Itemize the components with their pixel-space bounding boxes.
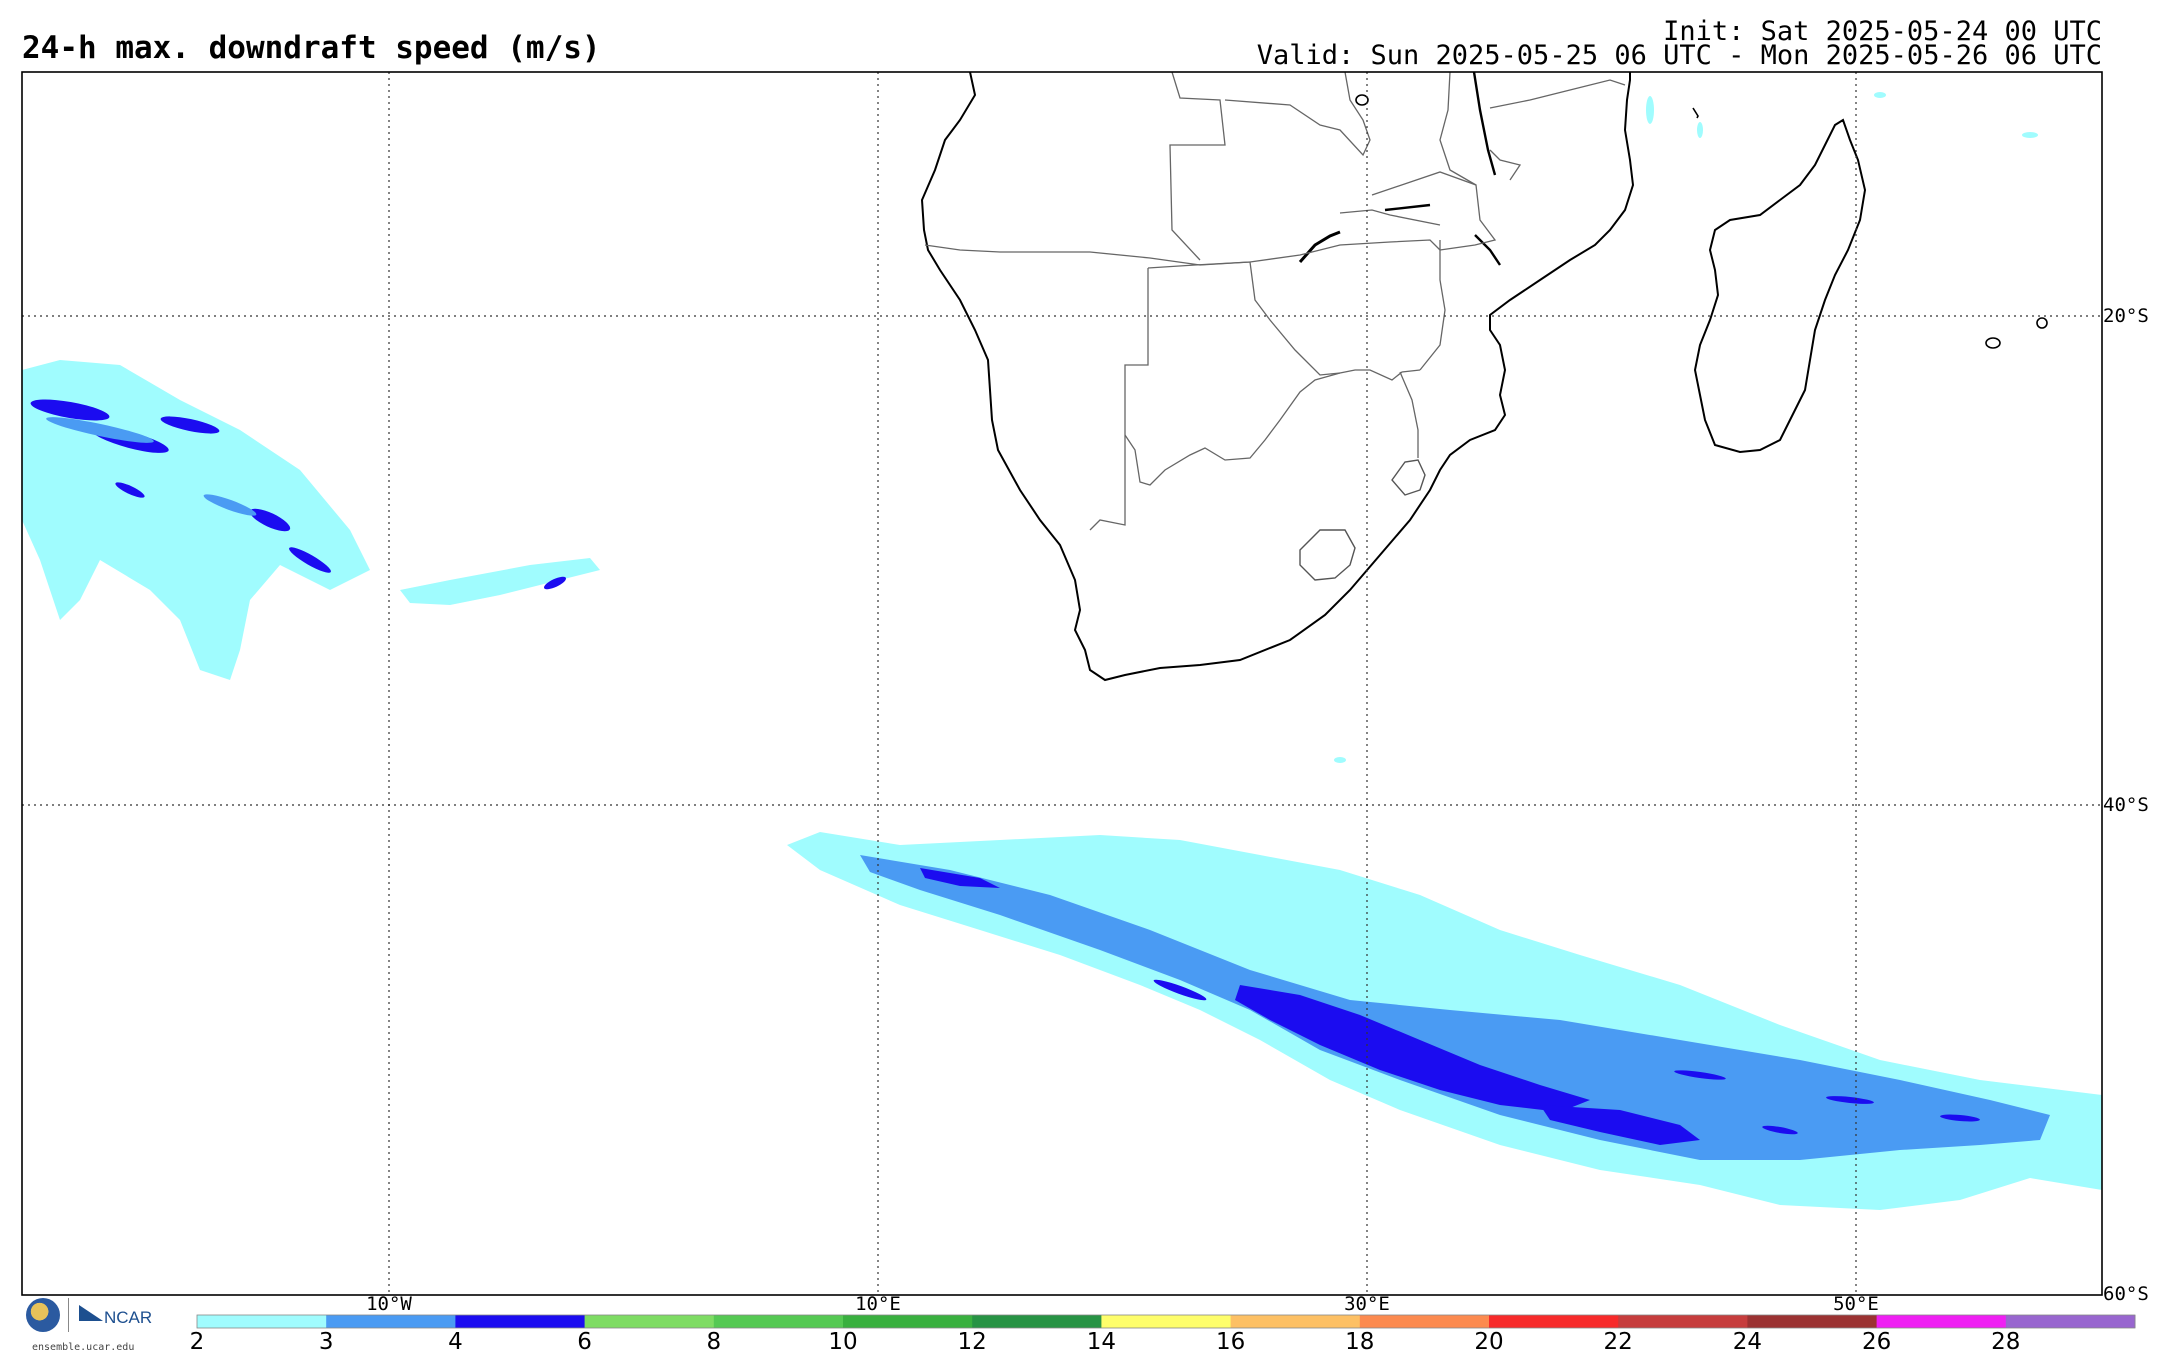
colorbar-swatch <box>1876 1315 2007 1328</box>
lon-label-10e: 10°E <box>855 1293 901 1315</box>
colorbar-swatch <box>1101 1315 1232 1328</box>
colorbar-tick-label: 18 <box>1345 1329 1374 1354</box>
site-url: ensemble.ucar.edu <box>32 1342 135 1353</box>
colorbar-tick-label: 4 <box>448 1329 463 1354</box>
nsf-logo <box>26 1298 60 1332</box>
colorbar-tick-label: 12 <box>958 1329 987 1354</box>
valid-time: Valid: Sun 2025-05-25 06 UTC - Mon 2025-… <box>1256 40 2102 71</box>
gridlines <box>22 72 2102 1295</box>
colorbar-tick-label: 22 <box>1604 1329 1633 1354</box>
colorbar-tick-label: 16 <box>1216 1329 1245 1354</box>
init-time: Init: Sat 2025-05-24 00 UTC <box>1663 16 2102 47</box>
colorbar-tick-label: 20 <box>1474 1329 1503 1354</box>
swath-band-medium <box>860 855 2050 1160</box>
colorbar-swatch <box>843 1315 973 1328</box>
country-borders <box>924 72 1626 531</box>
colorbar-swatch <box>197 1315 327 1328</box>
ncar-logo-mark <box>79 1305 103 1321</box>
map-title: 24-h max. downdraft speed (m/s) <box>22 30 601 66</box>
colorbar-swatch <box>455 1315 586 1328</box>
swath-band-core <box>1235 985 1590 1112</box>
colorbar-swatch <box>1489 1315 1619 1328</box>
lon-label-10w: 10°W <box>366 1293 412 1315</box>
colorbar-swatch <box>1230 1315 1361 1328</box>
ncar-logo-text: NCAR <box>104 1308 153 1327</box>
colorbar-swatch <box>972 1315 1102 1328</box>
colorbar-swatch <box>584 1315 715 1328</box>
colorbar-swatch <box>2005 1315 2136 1328</box>
colorbar-tick-label: 26 <box>1862 1329 1891 1354</box>
map-frame <box>21 71 2103 1296</box>
lon-label-50e: 50°E <box>1833 1293 1879 1315</box>
lat-label-20s: 20°S <box>2103 305 2149 327</box>
colorbar-tick-label: 3 <box>319 1329 334 1354</box>
colorbar-swatch <box>1618 1315 1748 1328</box>
colorbar-tick-label: 8 <box>706 1329 721 1354</box>
lesotho-border <box>1299 529 1356 581</box>
lat-label-40s: 40°S <box>2103 794 2149 816</box>
lon-label-30e: 30°E <box>1344 1293 1390 1315</box>
madagascar-coastline <box>1693 118 1867 454</box>
colorbar-tick-label: 24 <box>1733 1329 1762 1354</box>
colorbar-tick-label: 28 <box>1991 1329 2020 1354</box>
lat-label-60s: 60°S <box>2103 1283 2149 1305</box>
colorbar-swatch <box>713 1315 844 1328</box>
colorbar-swatch <box>1359 1315 1490 1328</box>
colorbar: 2 3 4 6 8 10 12 14 16 18 20 22 24 26 28 <box>190 1314 2136 1354</box>
africa-coastline <box>920 72 1635 682</box>
colorbar-tick-label: 2 <box>190 1329 205 1354</box>
colorbar-tick-label: 10 <box>828 1329 857 1354</box>
swath-layer <box>22 72 2102 1210</box>
colorbar-swatch <box>326 1315 456 1328</box>
colorbar-tick-label: 14 <box>1087 1329 1116 1354</box>
colorbar-tick-label: 6 <box>577 1329 592 1354</box>
colorbar-swatch <box>1747 1315 1878 1328</box>
colorbar-border <box>196 1314 2136 1329</box>
logo-divider <box>68 1298 69 1332</box>
